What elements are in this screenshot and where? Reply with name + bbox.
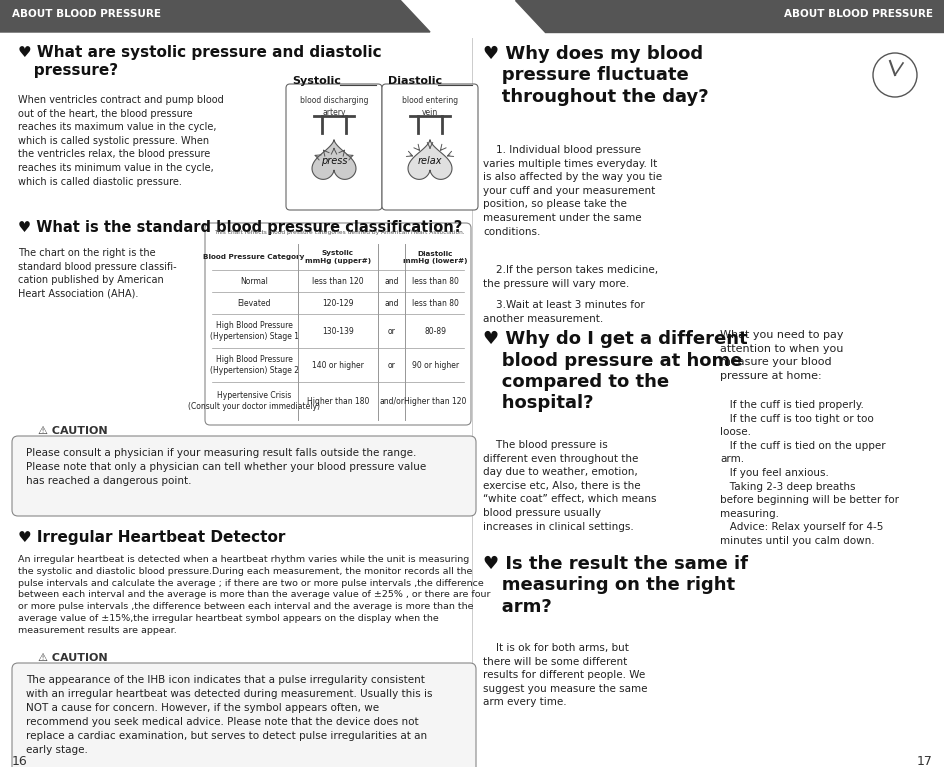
FancyBboxPatch shape bbox=[286, 84, 381, 210]
Text: It is ok for both arms, but
there will be some different
results for different p: It is ok for both arms, but there will b… bbox=[482, 643, 647, 707]
Text: ♥ Why do I get a different
   blood pressure at home
   compared to the
   hospi: ♥ Why do I get a different blood pressur… bbox=[482, 330, 747, 413]
Text: 120-129: 120-129 bbox=[322, 298, 353, 308]
Text: When ventricles contract and pump blood
out of the heart, the blood pressure
rea: When ventricles contract and pump blood … bbox=[18, 95, 224, 186]
Text: Please consult a physician if your measuring result falls outside the range.
Ple: Please consult a physician if your measu… bbox=[26, 448, 426, 486]
Text: 3.Wait at least 3 minutes for
another measurement.: 3.Wait at least 3 minutes for another me… bbox=[482, 300, 644, 324]
Polygon shape bbox=[0, 0, 430, 32]
FancyBboxPatch shape bbox=[205, 223, 470, 425]
Text: Hypertensive Crisis
(Consult your doctor immediately): Hypertensive Crisis (Consult your doctor… bbox=[188, 391, 320, 410]
FancyBboxPatch shape bbox=[12, 436, 476, 516]
Text: 16: 16 bbox=[12, 755, 27, 767]
Text: ♥ Is the result the same if
   measuring on the right
   arm?: ♥ Is the result the same if measuring on… bbox=[482, 555, 748, 616]
Text: and/or: and/or bbox=[379, 397, 404, 406]
Text: Higher than 180: Higher than 180 bbox=[307, 397, 369, 406]
Text: High Blood Pressure
(Hypertension) Stage 2: High Blood Pressure (Hypertension) Stage… bbox=[210, 355, 298, 375]
Text: If the cuff is tied properly.
   If the cuff is too tight or too
loose.
   If th: If the cuff is tied properly. If the cuf… bbox=[719, 400, 898, 546]
Text: relax: relax bbox=[417, 156, 442, 166]
Text: 90 or higher: 90 or higher bbox=[412, 360, 459, 370]
Polygon shape bbox=[312, 140, 356, 179]
Text: Normal: Normal bbox=[240, 276, 268, 285]
Polygon shape bbox=[514, 0, 944, 32]
Text: High Blood Pressure
(Hypertension) Stage 1: High Blood Pressure (Hypertension) Stage… bbox=[210, 321, 298, 341]
Text: ♥ Irregular Heartbeat Detector: ♥ Irregular Heartbeat Detector bbox=[18, 530, 285, 545]
Text: 80-89: 80-89 bbox=[424, 327, 446, 335]
Text: The appearance of the IHB icon indicates that a pulse irregularity consistent
wi: The appearance of the IHB icon indicates… bbox=[26, 675, 432, 755]
Text: An irregular heartbeat is detected when a heartbeat rhythm varies while the unit: An irregular heartbeat is detected when … bbox=[18, 555, 490, 635]
Text: Elevated: Elevated bbox=[237, 298, 271, 308]
Text: less than 120: less than 120 bbox=[312, 276, 363, 285]
Text: Diastolic
mmHg (lower#): Diastolic mmHg (lower#) bbox=[403, 251, 467, 264]
Text: 2.If the person takes medicine,
the pressure will vary more.: 2.If the person takes medicine, the pres… bbox=[482, 265, 657, 288]
Text: Systolic
mmHg (upper#): Systolic mmHg (upper#) bbox=[305, 251, 371, 264]
Text: Blood Pressure Category: Blood Pressure Category bbox=[203, 254, 304, 260]
Text: 1. Individual blood pressure
varies multiple times everyday. It
is also affected: 1. Individual blood pressure varies mult… bbox=[482, 145, 662, 236]
Text: The chart on the right is the
standard blood pressure classifi-
cation published: The chart on the right is the standard b… bbox=[18, 248, 177, 299]
Text: less than 80: less than 80 bbox=[412, 276, 459, 285]
Text: blood discharging: blood discharging bbox=[299, 96, 368, 105]
Text: ♥ Why does my blood
   pressure fluctuate
   throughout the day?: ♥ Why does my blood pressure fluctuate t… bbox=[482, 45, 708, 106]
Text: 130-139: 130-139 bbox=[322, 327, 353, 335]
Text: 17: 17 bbox=[917, 755, 932, 767]
Text: ⚠ CAUTION: ⚠ CAUTION bbox=[38, 653, 108, 663]
FancyBboxPatch shape bbox=[381, 84, 478, 210]
Text: less than 80: less than 80 bbox=[412, 298, 459, 308]
FancyBboxPatch shape bbox=[12, 663, 476, 767]
Text: or: or bbox=[387, 327, 395, 335]
Polygon shape bbox=[408, 140, 451, 179]
Text: 140 or higher: 140 or higher bbox=[312, 360, 363, 370]
Text: or: or bbox=[387, 360, 395, 370]
Text: ⚠ CAUTION: ⚠ CAUTION bbox=[38, 426, 108, 436]
Text: This chart reflects blood pressure categories defined by American Heart Associat: This chart reflects blood pressure categ… bbox=[213, 230, 464, 235]
Text: ♥ What are systolic pressure and diastolic
   pressure?: ♥ What are systolic pressure and diastol… bbox=[18, 45, 381, 78]
Text: vein: vein bbox=[421, 108, 438, 117]
Text: and: and bbox=[384, 276, 398, 285]
Text: press: press bbox=[320, 156, 346, 166]
Text: The blood pressure is
different even throughout the
day due to weather, emotion,: The blood pressure is different even thr… bbox=[482, 440, 656, 532]
Text: ABOUT BLOOD PRESSURE: ABOUT BLOOD PRESSURE bbox=[12, 9, 160, 19]
Text: What you need to pay
attention to when you
measure your blood
pressure at home:: What you need to pay attention to when y… bbox=[719, 330, 843, 380]
Text: Diastolic: Diastolic bbox=[388, 76, 442, 86]
Text: Higher than 120: Higher than 120 bbox=[404, 397, 466, 406]
Text: blood entering: blood entering bbox=[401, 96, 458, 105]
Text: ♥ What is the standard blood pressure classification?: ♥ What is the standard blood pressure cl… bbox=[18, 220, 462, 235]
Text: Systolic: Systolic bbox=[292, 76, 341, 86]
Text: artery: artery bbox=[322, 108, 346, 117]
Text: and: and bbox=[384, 298, 398, 308]
Text: ABOUT BLOOD PRESSURE: ABOUT BLOOD PRESSURE bbox=[784, 9, 932, 19]
